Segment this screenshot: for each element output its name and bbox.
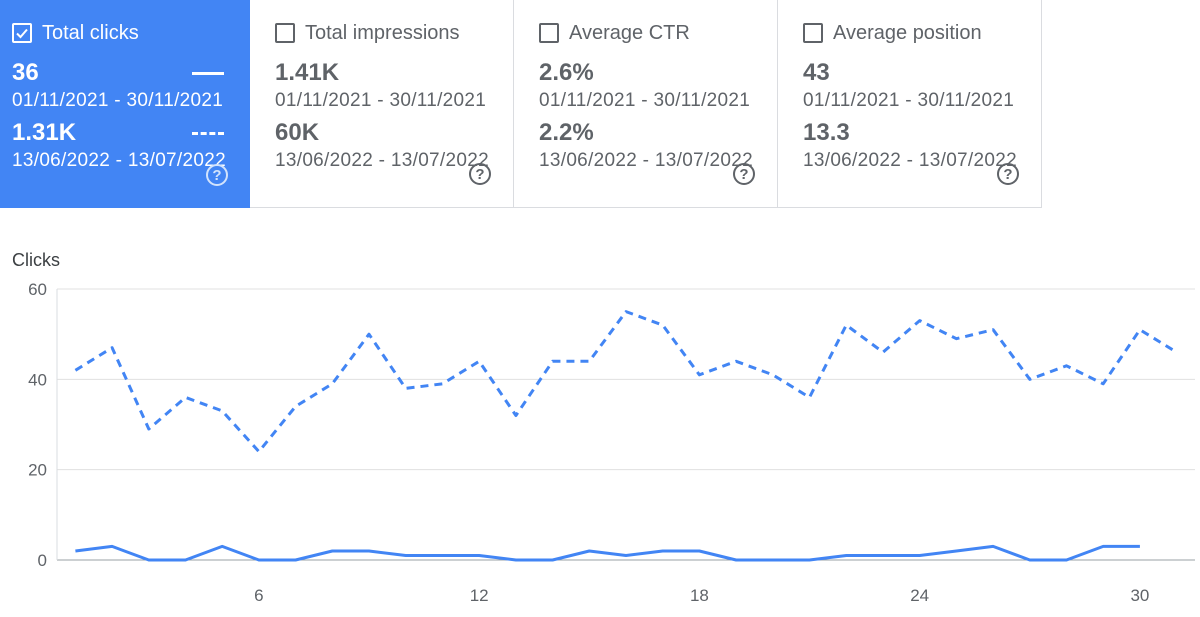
metric-card-total-clicks[interactable]: Total clicks 36 01/11/2021 - 30/11/2021 … <box>0 0 250 208</box>
metric-value-previous: 60K <box>275 119 320 146</box>
date-range-previous: 13/06/2022 - 13/07/2022 <box>803 150 1017 171</box>
value-row: 1.31K <box>12 118 238 148</box>
y-tick-label: 60 <box>28 280 47 299</box>
date-range-previous: 13/06/2022 - 13/07/2022 <box>12 150 226 171</box>
y-tick-label: 0 <box>38 551 47 570</box>
checkbox-unchecked-icon[interactable] <box>803 23 823 43</box>
metric-value-current: 36 <box>12 59 39 86</box>
metric-value-previous: 2.2% <box>539 119 594 146</box>
value-row: 2.2% <box>539 118 765 148</box>
date-range-current: 01/11/2021 - 30/11/2021 <box>803 90 1015 111</box>
value-row: 60K <box>275 118 501 148</box>
help-icon[interactable]: ? <box>469 163 491 185</box>
date-range-current: 01/11/2021 - 30/11/2021 <box>275 90 487 111</box>
series-line-dashed <box>74 310 1178 454</box>
help-icon[interactable]: ? <box>997 163 1019 185</box>
metric-card-total-impressions[interactable]: Total impressions 1.41K 01/11/2021 - 30/… <box>250 0 514 208</box>
metric-card-average-ctr[interactable]: Average CTR 2.6% 01/11/2021 - 30/11/2021… <box>514 0 778 208</box>
card-header: Total impressions <box>275 20 501 46</box>
date-range-current: 01/11/2021 - 30/11/2021 <box>539 90 751 111</box>
dashed-line-legend-icon <box>192 131 224 135</box>
help-icon[interactable]: ? <box>206 164 228 186</box>
checkbox-checked-icon[interactable] <box>12 23 32 43</box>
metric-value-previous: 13.3 <box>803 119 850 146</box>
help-icon[interactable]: ? <box>733 163 755 185</box>
metric-value-current: 43 <box>803 59 830 86</box>
clicks-chart: Clicks 0 20 40 60 6 12 18 24 30 <box>0 240 1200 617</box>
metric-value-current: 1.41K <box>275 59 340 86</box>
x-tick-label: 24 <box>910 586 929 605</box>
chart-svg: 0 20 40 60 6 12 18 24 30 <box>28 280 1195 605</box>
date-range-previous: 13/06/2022 - 13/07/2022 <box>275 150 489 171</box>
solid-line-legend-icon <box>192 71 224 75</box>
series-line-solid <box>75 544 1140 562</box>
value-row: 2.6% <box>539 58 765 88</box>
y-axis-title: Clicks <box>12 250 60 270</box>
metric-label: Total impressions <box>305 21 460 44</box>
metric-value-previous: 1.31K <box>12 119 77 146</box>
x-tick-label: 30 <box>1130 586 1149 605</box>
y-tick-label: 40 <box>28 370 47 389</box>
card-header: Average position <box>803 20 1029 46</box>
y-tick-label: 20 <box>28 461 47 480</box>
checkbox-unchecked-icon[interactable] <box>539 23 559 43</box>
metric-value-current: 2.6% <box>539 59 594 86</box>
value-row: 43 <box>803 58 1029 88</box>
value-row: 36 <box>12 58 238 88</box>
date-range-current: 01/11/2021 - 30/11/2021 <box>12 90 224 111</box>
metric-card-average-position[interactable]: Average position 43 01/11/2021 - 30/11/2… <box>778 0 1042 208</box>
metric-cards: Total clicks 36 01/11/2021 - 30/11/2021 … <box>0 0 1042 208</box>
card-header: Total clicks <box>12 20 238 46</box>
value-row: 1.41K <box>275 58 501 88</box>
checkbox-unchecked-icon[interactable] <box>275 23 295 43</box>
metric-label: Average CTR <box>569 21 690 44</box>
x-tick-label: 6 <box>254 586 263 605</box>
metric-label: Average position <box>833 21 982 44</box>
card-header: Average CTR <box>539 20 765 46</box>
date-range-previous: 13/06/2022 - 13/07/2022 <box>539 150 753 171</box>
x-tick-label: 18 <box>690 586 709 605</box>
value-row: 13.3 <box>803 118 1029 148</box>
metric-label: Total clicks <box>42 21 139 44</box>
x-tick-label: 12 <box>470 586 489 605</box>
